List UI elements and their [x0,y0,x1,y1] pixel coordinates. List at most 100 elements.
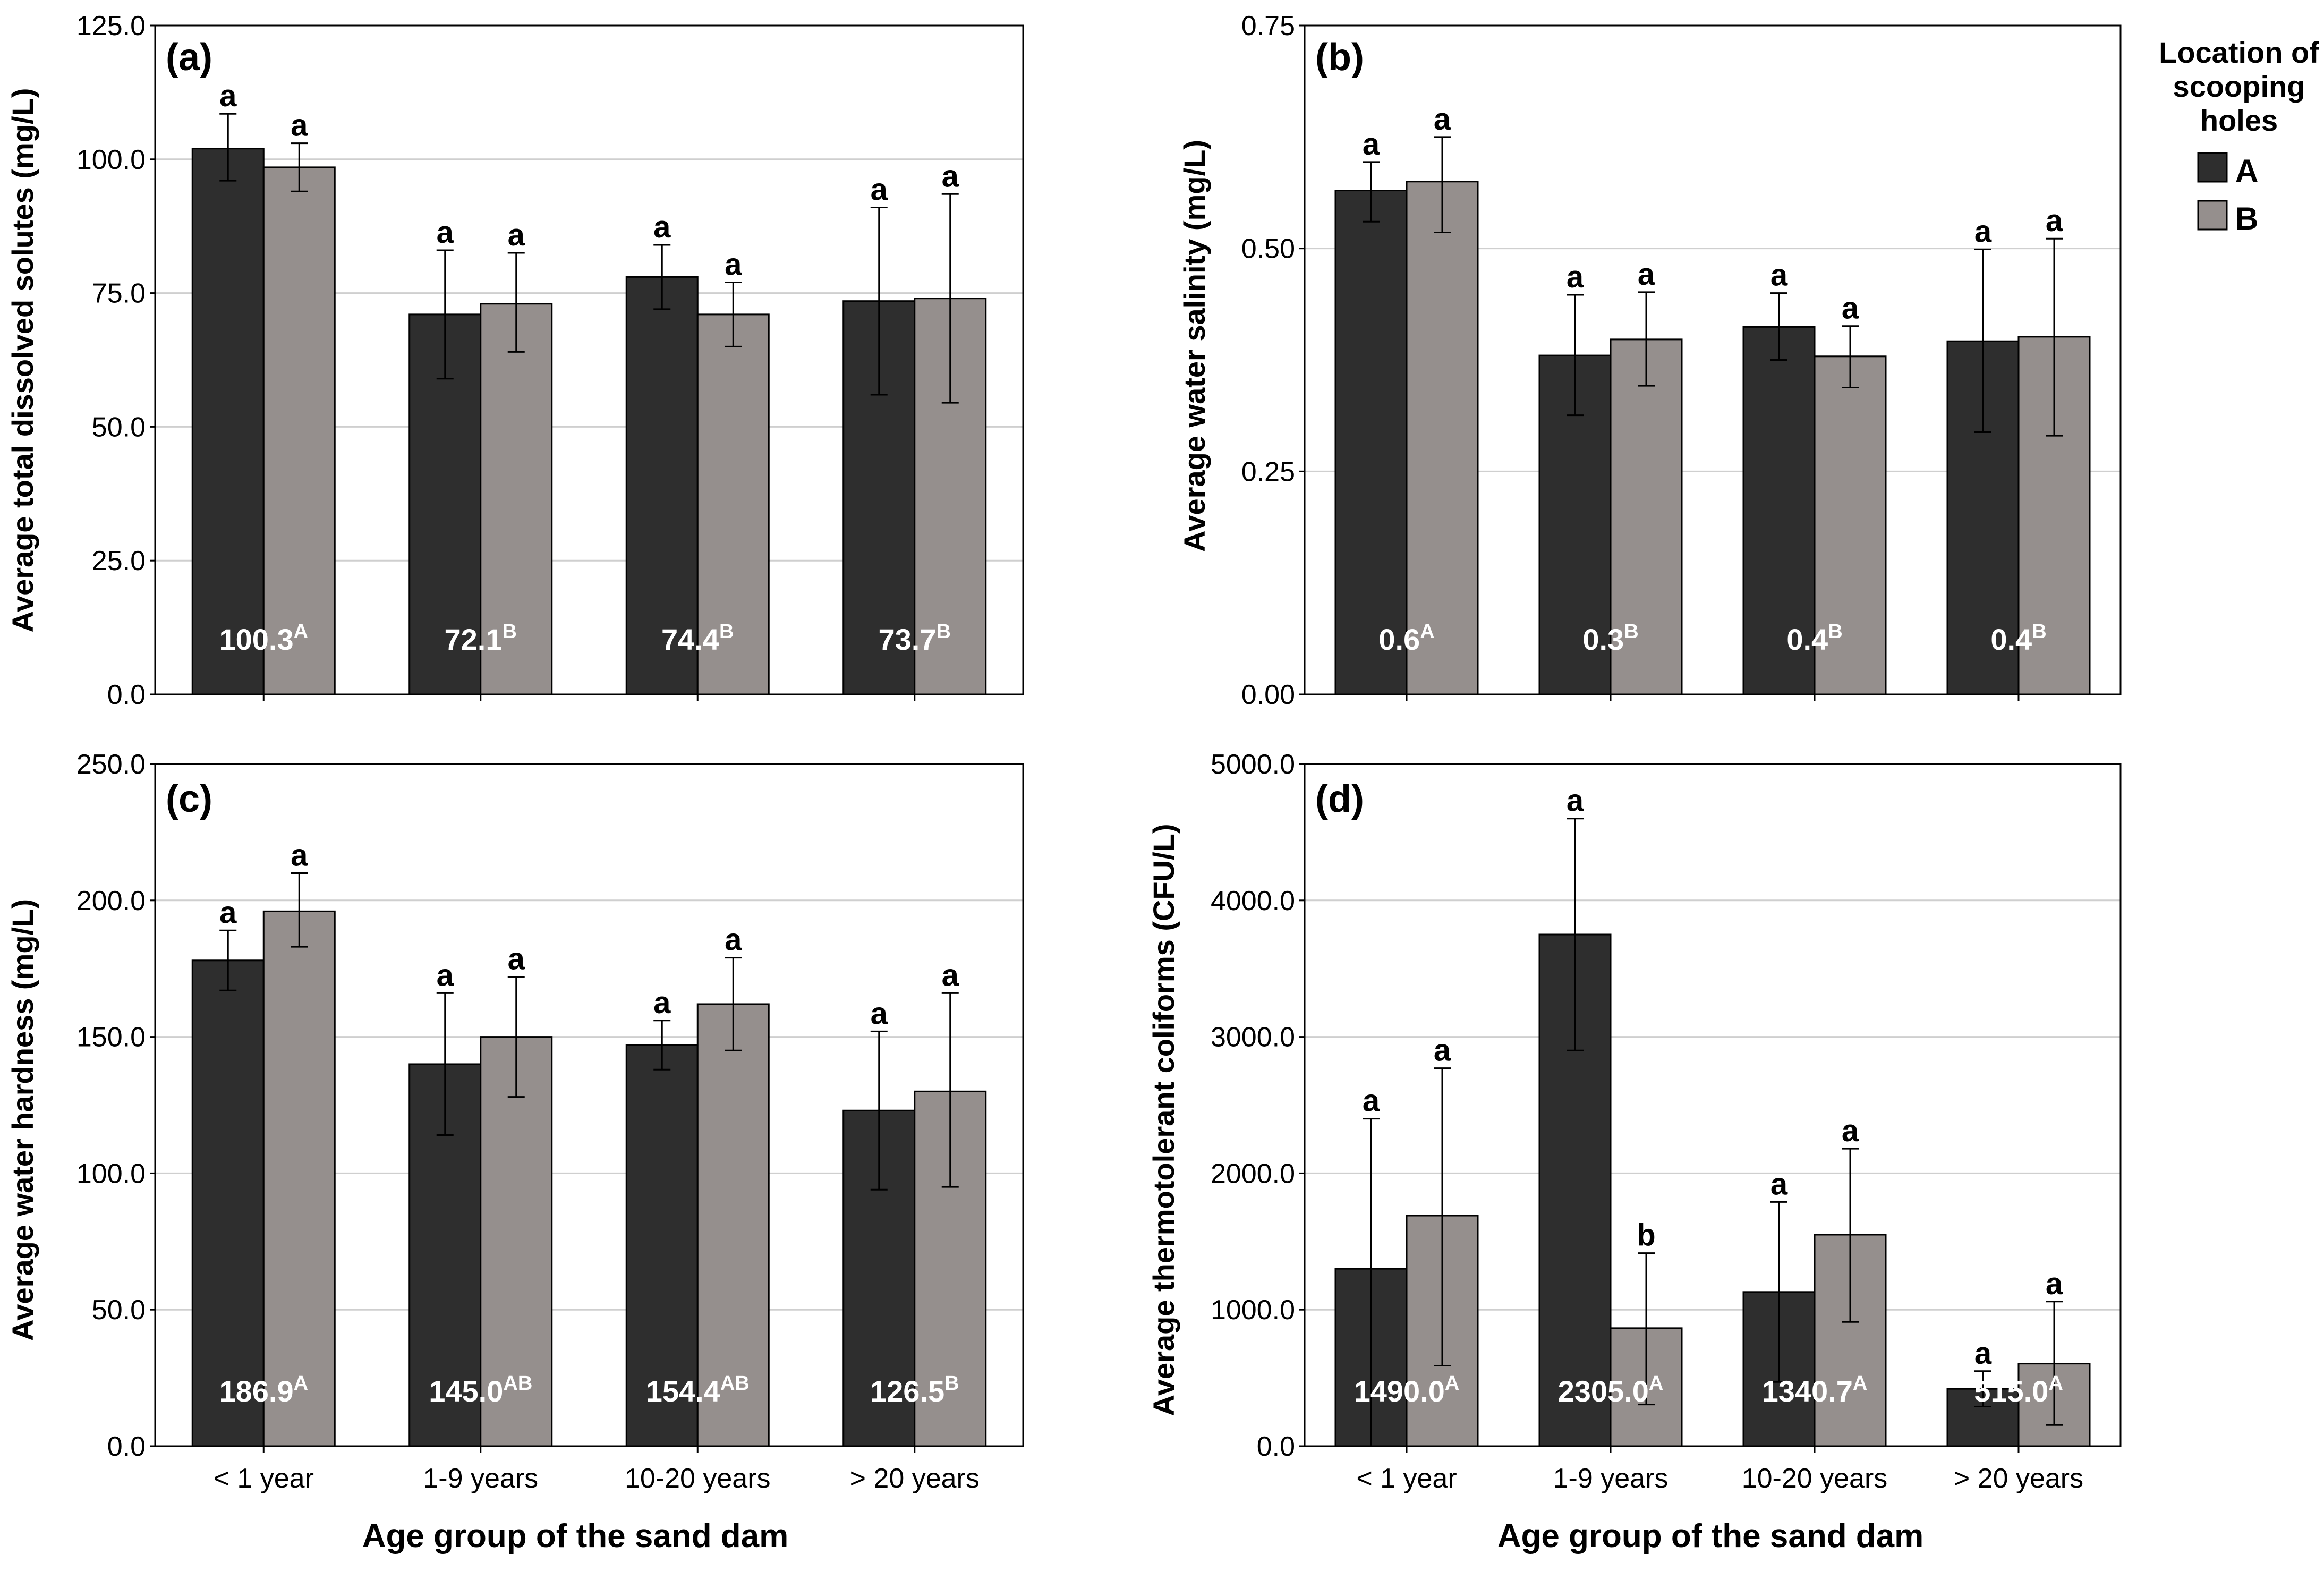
group-mean-label-c: 186.9A [219,1372,308,1408]
group-mean-label-d: 1490.0A [1354,1372,1460,1408]
x-tick-label-d: > 20 years [1954,1463,2083,1494]
panel-b: Average water salinity (mg/L) (b) 0.00 0.… [1178,11,2122,710]
x-tick-label-c: 10-20 years [625,1463,771,1494]
y-tick-label-c: 0.0 [107,1431,146,1462]
panel-c: Average water hardness (mg/L) (c) 0.0 50.… [6,749,1024,1494]
significance-letter-a: a [942,159,959,193]
plot-frame-d [1304,763,2122,1447]
significance-letter-d: a [1770,1167,1788,1201]
x-tick-label-d: 10-20 years [1742,1463,1888,1494]
y-tick-label-c: 100.0 [76,1158,146,1189]
group-mean-label-d: 1340.7A [1762,1372,1868,1408]
panel-a: Average total dissolved solutes (mg/L) (… [6,11,1024,710]
y-axis-label-d: Average thermotolerant coliforms (CFU/L) [1147,824,1180,1416]
legend-label-b: B [2235,201,2258,236]
legend-swatch-a [2197,152,2228,183]
significance-letter-c: a [871,996,888,1031]
significance-letter-b: a [1638,257,1655,292]
bar-a-a [625,276,699,695]
significance-letter-a: a [437,215,454,250]
plot-frame-b [1304,24,2122,695]
significance-letter-d: a [1567,784,1584,818]
x-axis-title-right: Age group of the sand dam [1497,1518,1924,1555]
bar-c-b [480,1036,553,1447]
y-tick-label-a: 25.0 [92,546,146,576]
significance-letter-c: a [508,942,525,976]
plot-frame-a [154,24,1024,695]
y-tick-label-d: 4000.0 [1211,886,1295,916]
y-tick-label-b: 0.50 [1241,234,1295,265]
significance-letter-b: a [1434,102,1451,137]
legend-title-line-3: holes [2200,104,2278,137]
group-mean-label-d: 2305.0A [1558,1372,1664,1408]
significance-letter-a: a [871,172,888,207]
panel-tag-a: (a) [166,36,212,79]
panel-tag-b: (b) [1315,36,1364,79]
significance-letter-b: a [2046,203,2063,238]
y-tick-label-c: 200.0 [76,886,146,916]
x-tick-label-c: > 20 years [850,1463,980,1494]
y-tick-label-d: 2000.0 [1211,1158,1295,1189]
significance-letter-b: a [1567,260,1584,294]
bar-a-b [480,303,553,695]
group-mean-label-a: 100.3A [219,621,308,656]
bar-a-b [696,313,770,695]
y-tick-label-b: 0.25 [1241,456,1295,487]
bar-b-b [1406,181,1479,695]
legend-title-line-2: scooping [2173,70,2305,103]
significance-letter-a: a [291,108,308,143]
significance-letter-b: a [1770,258,1788,293]
bar-b-b [1814,355,1887,695]
y-tick-label-b: 0.00 [1241,680,1295,710]
legend-label-a: A [2235,153,2258,189]
x-axis-title-left: Age group of the sand dam [362,1518,789,1555]
group-mean-label-b: 0.4B [1786,621,1842,656]
plot-frame-c [154,763,1024,1447]
significance-letter-b: a [1974,214,1992,249]
y-tick-label-c: 250.0 [76,749,146,780]
y-tick-label-d: 5000.0 [1211,749,1295,780]
y-tick-label-a: 0.0 [107,680,146,710]
significance-letter-d: a [1363,1084,1380,1118]
bar-c-b [262,910,336,1447]
significance-letter-d: a [1842,1114,1859,1148]
significance-letter-b: a [1363,127,1380,162]
bar-a-b [262,166,336,695]
x-tick-label-d: 1-9 years [1553,1463,1668,1494]
significance-letter-a: a [653,210,671,244]
x-tick-label-c: 1-9 years [423,1463,538,1494]
legend-swatch-b [2197,200,2228,231]
significance-letter-c: a [437,958,454,992]
y-tick-label-c: 50.0 [92,1295,146,1326]
y-axis-label-c: Average water hardness (mg/L) [6,899,39,1341]
y-tick-label-a: 50.0 [92,412,146,443]
significance-letter-c: a [291,838,308,872]
significance-letter-d: a [1974,1336,1992,1371]
significance-letter-d: a [2046,1267,2063,1301]
significance-letter-c: a [219,895,237,930]
significance-letter-d: a [1434,1033,1451,1068]
y-tick-label-d: 3000.0 [1211,1022,1295,1053]
x-tick-label-d: < 1 year [1356,1463,1457,1494]
panel-tag-c: (c) [166,778,212,820]
legend-title-line-1: Location of [2159,36,2319,69]
y-tick-label-c: 150.0 [76,1022,146,1053]
significance-letter-c: a [653,986,671,1020]
group-mean-label-a: 72.1B [445,621,517,656]
bar-c-a [625,1044,699,1447]
significance-letter-d: b [1637,1218,1655,1253]
bar-c-b [696,1003,770,1447]
bar-a-a [191,148,265,695]
significance-letter-b: a [1842,291,1859,326]
significance-letter-a: a [219,79,237,113]
bar-b-a [1334,190,1408,695]
x-tick-label-c: < 1 year [214,1463,314,1494]
y-axis-label-b: Average water salinity (mg/L) [1178,140,1211,552]
significance-letter-a: a [508,218,525,252]
significance-letter-c: a [942,958,959,992]
y-tick-label-a: 75.0 [92,278,146,309]
y-tick-label-a: 100.0 [76,145,146,175]
panel-tag-d: (d) [1315,778,1364,820]
panel-d: Average thermotolerant coliforms (CFU/L)… [1147,749,2122,1494]
